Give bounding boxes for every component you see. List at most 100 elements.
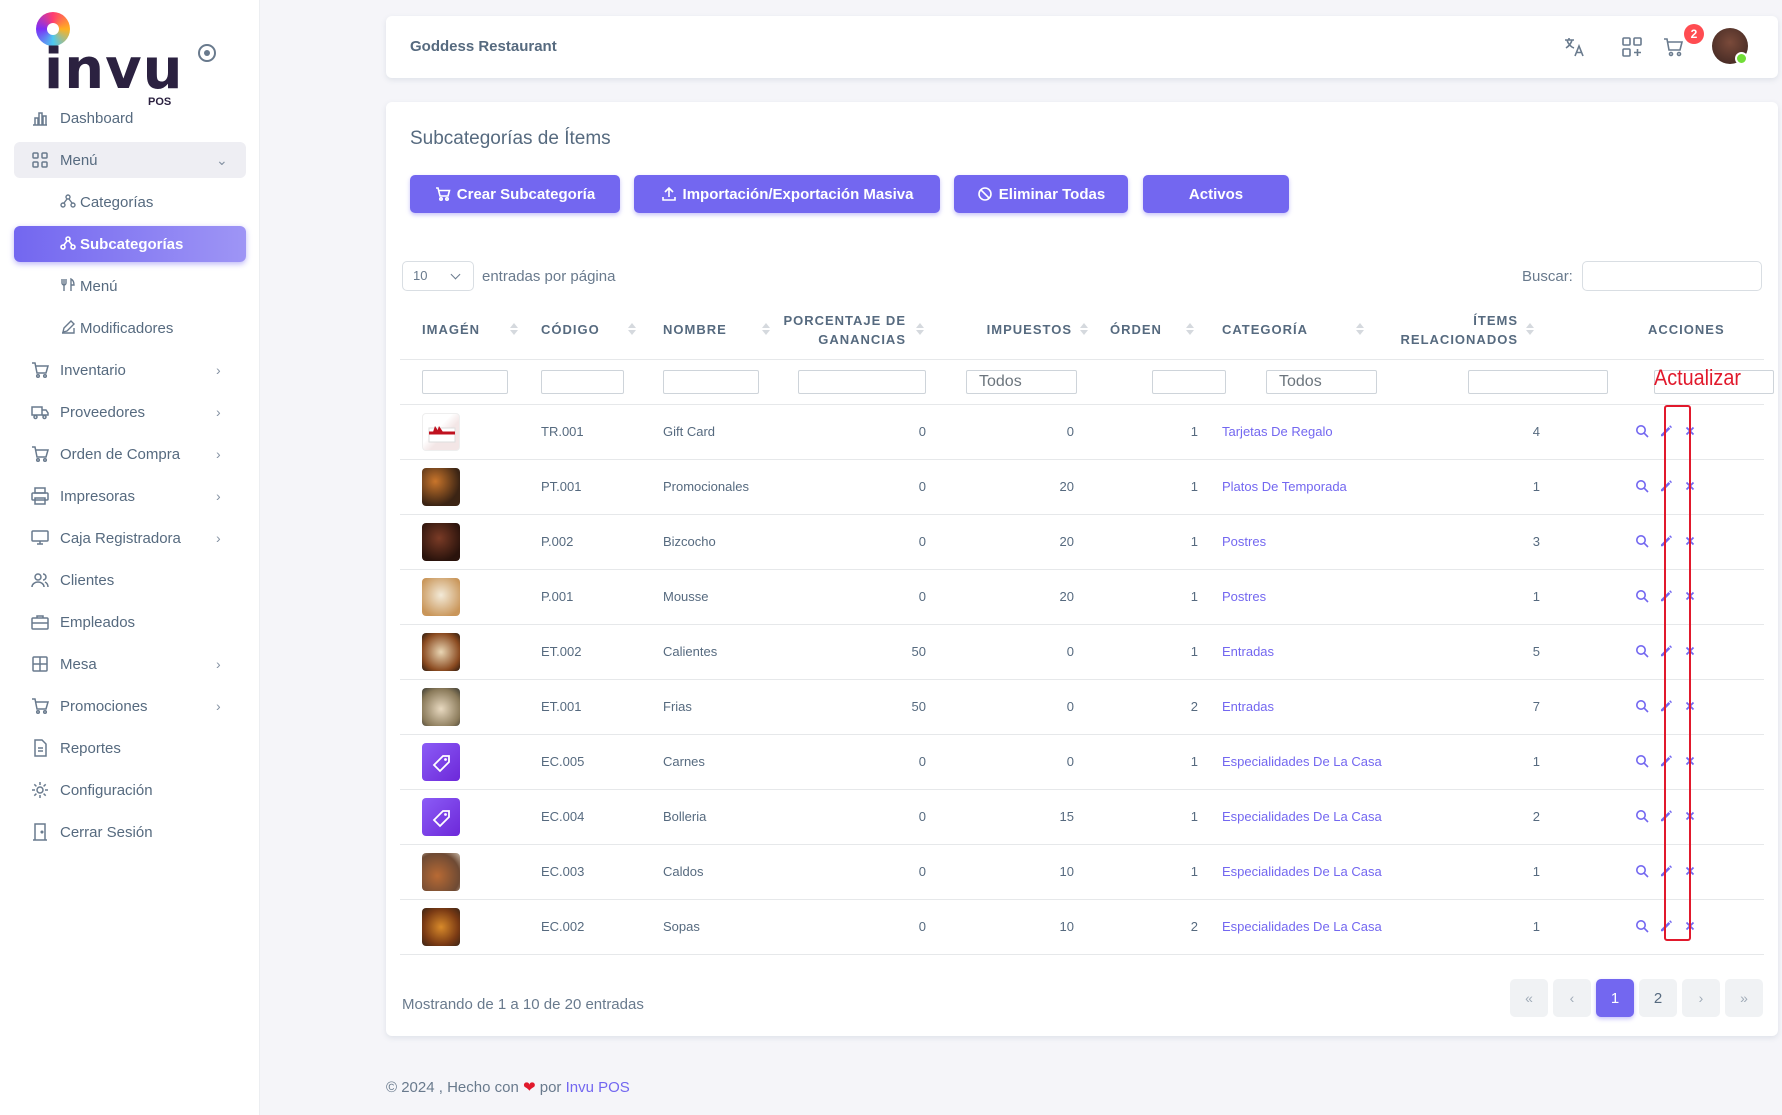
column-header-order[interactable]: ÓRDEN bbox=[1110, 322, 1162, 337]
cell-category-link[interactable]: Entradas bbox=[1222, 699, 1275, 714]
filter-name-input[interactable] bbox=[663, 370, 759, 394]
sort-icon[interactable] bbox=[1526, 322, 1534, 336]
column-header-image[interactable]: IMAGÉN bbox=[422, 322, 480, 337]
filter-margin-input[interactable] bbox=[798, 370, 926, 394]
view-search-icon[interactable] bbox=[1634, 588, 1650, 604]
sidebar-item-inventario[interactable]: Inventario › bbox=[14, 352, 246, 388]
sidebar-item-caja[interactable]: Caja Registradora › bbox=[14, 520, 246, 556]
column-header-code[interactable]: CÓDIGO bbox=[541, 322, 600, 337]
sort-icon[interactable] bbox=[1080, 322, 1088, 336]
cell-order: 1 bbox=[1190, 424, 1198, 439]
column-header-related-items[interactable]: ÍTEMS RELACIONADOS bbox=[1390, 311, 1518, 349]
sort-icon[interactable] bbox=[1356, 322, 1364, 336]
pagination-first[interactable]: « bbox=[1510, 979, 1548, 1017]
logo-subtext: POS bbox=[148, 96, 172, 108]
cell-category-link[interactable]: Platos De Temporada bbox=[1222, 479, 1347, 494]
delete-all-button[interactable]: Eliminar Todas bbox=[954, 175, 1128, 213]
active-filter-button[interactable]: Activos bbox=[1143, 175, 1289, 213]
cell-taxes: 0 bbox=[1066, 699, 1074, 714]
view-search-icon[interactable] bbox=[1634, 918, 1650, 934]
cell-category-link[interactable]: Postres bbox=[1222, 589, 1267, 604]
sidebar-item-proveedores[interactable]: Proveedores › bbox=[14, 394, 246, 430]
invu-logo[interactable]: invu POS bbox=[36, 12, 206, 108]
filter-category-select[interactable]: Todos bbox=[1266, 370, 1377, 394]
subcategory-thumbnail bbox=[422, 523, 460, 561]
view-search-icon[interactable] bbox=[1634, 643, 1650, 659]
sidebar-subitem-menu[interactable]: Menú bbox=[14, 268, 246, 304]
column-header-actions: ACCIONES bbox=[1648, 322, 1725, 337]
pagination-next[interactable]: › bbox=[1682, 979, 1720, 1017]
filter-related-items-input[interactable] bbox=[1468, 370, 1608, 394]
cell-category-link[interactable]: Especialidades De La Casa bbox=[1222, 809, 1382, 824]
view-search-icon[interactable] bbox=[1634, 533, 1650, 549]
sidebar-item-menu[interactable]: Menú ⌄ bbox=[14, 142, 246, 178]
update-annotation-label: Actualizar bbox=[1654, 365, 1741, 390]
sidebar-item-label: Menú bbox=[60, 151, 98, 169]
subcategory-thumbnail bbox=[422, 853, 460, 891]
sidebar-item-impresoras[interactable]: Impresoras › bbox=[14, 478, 246, 514]
cell-taxes: 0 bbox=[1066, 424, 1074, 439]
sidebar-subitem-label: Menú bbox=[80, 277, 118, 295]
column-header-line: GANANCIAS bbox=[818, 332, 906, 347]
sidebar-item-clientes[interactable]: Clientes bbox=[14, 562, 246, 598]
filter-order-input[interactable] bbox=[1152, 370, 1226, 394]
page-length-label: entradas por página bbox=[482, 268, 616, 285]
view-search-icon[interactable] bbox=[1634, 478, 1650, 494]
sidebar-item-orden-compra[interactable]: Orden de Compra › bbox=[14, 436, 246, 472]
sidebar-toggle-icon[interactable] bbox=[198, 44, 216, 62]
sort-icon[interactable] bbox=[1186, 322, 1194, 336]
sort-icon[interactable] bbox=[510, 322, 518, 336]
sort-icon[interactable] bbox=[916, 322, 924, 336]
subcategory-thumbnail bbox=[422, 798, 460, 836]
column-header-taxes[interactable]: IMPUESTOS bbox=[986, 322, 1072, 337]
pagination-page-1[interactable]: 1 bbox=[1596, 979, 1634, 1017]
sidebar-item-empleados[interactable]: Empleados bbox=[14, 604, 246, 640]
cell-related-items: 1 bbox=[1532, 754, 1540, 769]
filter-taxes-select[interactable]: Todos bbox=[966, 370, 1077, 394]
user-avatar[interactable] bbox=[1712, 28, 1748, 65]
printer-icon bbox=[30, 486, 50, 506]
sidebar-item-dashboard[interactable]: Dashboard bbox=[14, 100, 246, 136]
cell-category-link[interactable]: Postres bbox=[1222, 534, 1267, 549]
pagination-prev[interactable]: ‹ bbox=[1553, 979, 1591, 1017]
table-row: ET.002 Calientes 50 0 1 Entradas 5 bbox=[400, 625, 1764, 680]
create-subcategory-button[interactable]: Crear Subcategoría bbox=[410, 175, 620, 213]
column-header-name[interactable]: NOMBRE bbox=[663, 322, 727, 337]
sidebar-subitem-categorias[interactable]: Categorías bbox=[14, 184, 246, 220]
sidebar-subitem-modificadores[interactable]: Modificadores bbox=[14, 310, 246, 346]
sidebar-item-promociones[interactable]: Promociones › bbox=[14, 688, 246, 724]
pagination-page-2[interactable]: 2 bbox=[1639, 979, 1677, 1017]
view-search-icon[interactable] bbox=[1634, 698, 1650, 714]
page-length-select[interactable]: 10 bbox=[402, 261, 474, 291]
sidebar-item-reportes[interactable]: Reportes bbox=[14, 730, 246, 766]
sidebar-item-mesa[interactable]: Mesa › bbox=[14, 646, 246, 682]
view-search-icon[interactable] bbox=[1634, 863, 1650, 879]
filter-image-input[interactable] bbox=[422, 370, 508, 394]
cell-category-link[interactable]: Tarjetas De Regalo bbox=[1222, 424, 1333, 439]
translate-icon[interactable] bbox=[1562, 35, 1586, 59]
cell-category-link[interactable]: Entradas bbox=[1222, 644, 1275, 659]
table-row: ET.001 Frias 50 0 2 Entradas 7 bbox=[400, 680, 1764, 735]
footer-brand-link[interactable]: Invu POS bbox=[565, 1079, 630, 1096]
bulk-import-export-button[interactable]: Importación/Exportación Masiva bbox=[634, 175, 940, 213]
filter-actions-input[interactable] bbox=[1654, 370, 1774, 394]
column-header-category[interactable]: CATEGORÍA bbox=[1222, 322, 1309, 337]
pagination-last[interactable]: » bbox=[1725, 979, 1763, 1017]
view-search-icon[interactable] bbox=[1634, 753, 1650, 769]
cart-icon bbox=[435, 187, 451, 202]
cart-icon[interactable] bbox=[1662, 35, 1686, 59]
cell-category-link[interactable]: Especialidades De La Casa bbox=[1222, 754, 1382, 769]
cell-category-link[interactable]: Especialidades De La Casa bbox=[1222, 919, 1382, 934]
view-search-icon[interactable] bbox=[1634, 423, 1650, 439]
cell-category-link[interactable]: Especialidades De La Casa bbox=[1222, 864, 1382, 879]
sidebar-item-configuracion[interactable]: Configuración bbox=[14, 772, 246, 808]
sidebar-subitem-subcategorias[interactable]: Subcategorías bbox=[14, 226, 246, 262]
filter-code-input[interactable] bbox=[541, 370, 624, 394]
search-input[interactable] bbox=[1582, 261, 1762, 291]
column-header-margin[interactable]: PORCENTAJE DE GANANCIAS bbox=[780, 311, 906, 349]
sidebar-item-cerrar-sesion[interactable]: Cerrar Sesión bbox=[14, 814, 246, 850]
apps-add-icon[interactable] bbox=[1620, 35, 1644, 59]
view-search-icon[interactable] bbox=[1634, 808, 1650, 824]
sort-icon[interactable] bbox=[628, 322, 636, 336]
sort-icon[interactable] bbox=[762, 322, 770, 336]
